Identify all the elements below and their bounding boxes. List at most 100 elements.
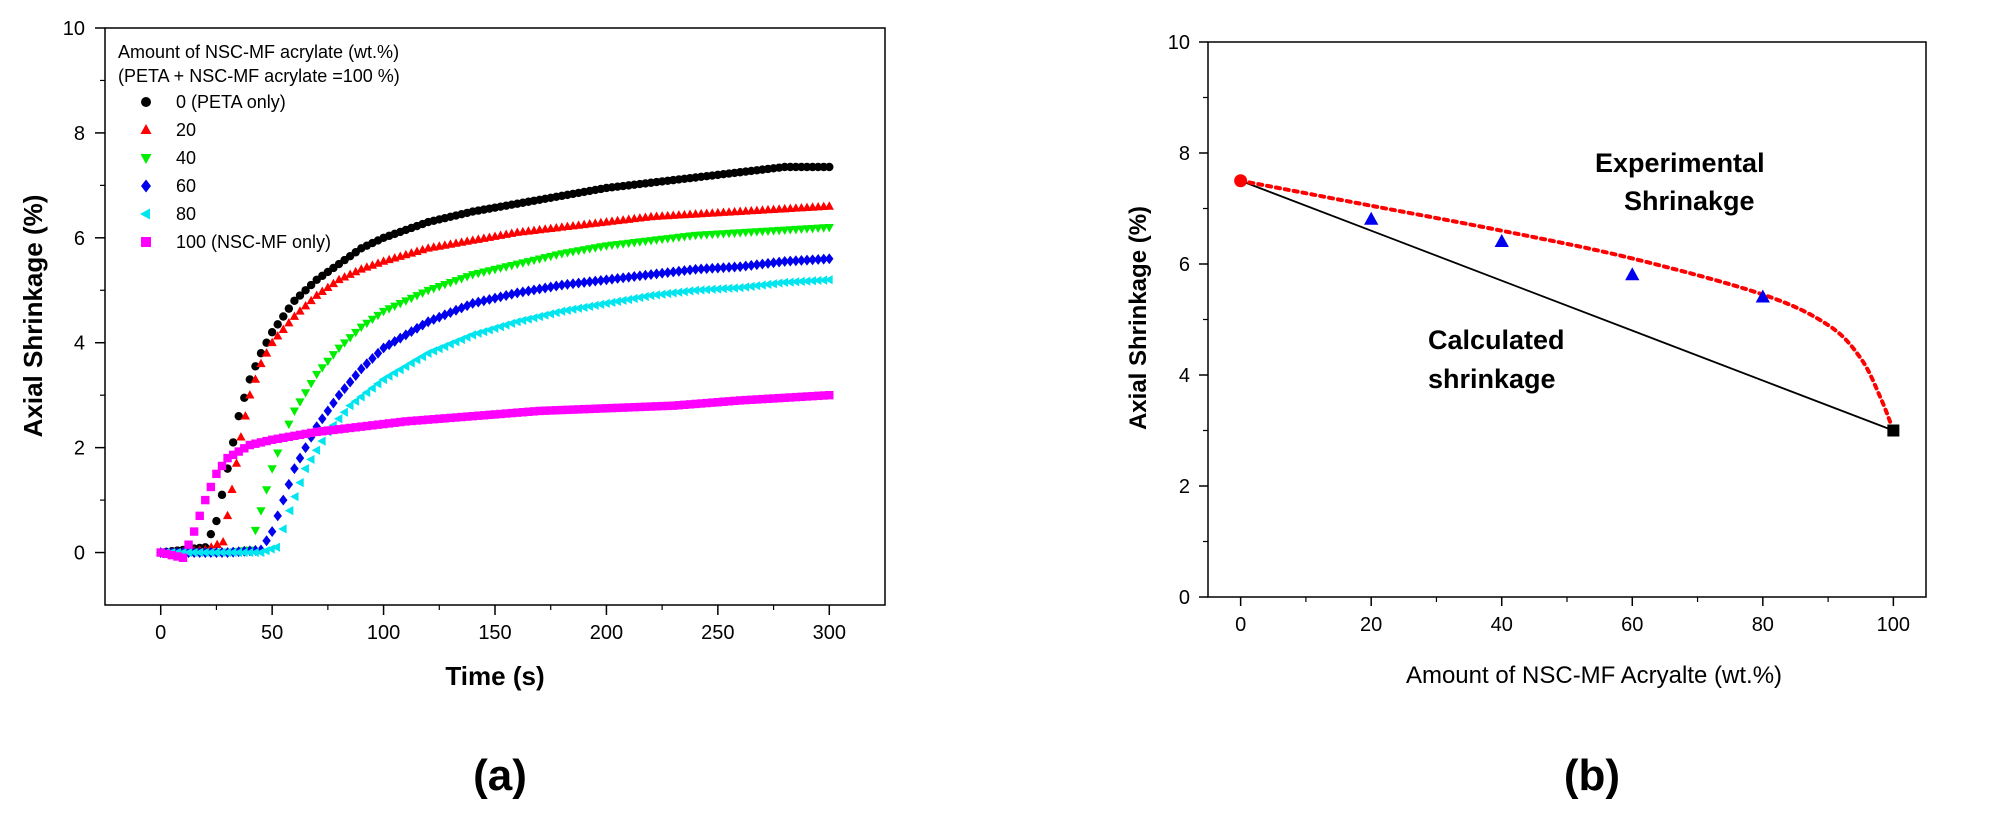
data-point bbox=[825, 162, 834, 172]
data-point bbox=[236, 432, 246, 441]
data-point bbox=[646, 402, 656, 411]
data-point bbox=[278, 324, 288, 333]
data-point bbox=[696, 399, 706, 408]
data-point bbox=[290, 463, 299, 475]
data-point bbox=[579, 302, 588, 312]
data-point bbox=[568, 405, 578, 414]
data-point bbox=[222, 510, 233, 520]
data-point bbox=[478, 326, 488, 337]
data-point bbox=[523, 314, 532, 324]
data-point bbox=[752, 259, 762, 271]
data-point bbox=[367, 315, 378, 325]
data-point bbox=[702, 398, 711, 408]
data-point bbox=[496, 409, 505, 419]
data-point bbox=[406, 294, 417, 304]
data-point bbox=[551, 251, 561, 260]
data-point bbox=[323, 357, 333, 367]
data-point bbox=[222, 547, 231, 558]
data-point bbox=[384, 419, 394, 428]
data-point bbox=[411, 355, 421, 365]
data-point bbox=[601, 298, 610, 309]
experimental-point bbox=[1364, 211, 1379, 225]
data-point bbox=[556, 306, 566, 316]
data-point bbox=[685, 232, 695, 241]
data-point bbox=[629, 293, 638, 304]
y-tick-label: 4 bbox=[74, 333, 85, 355]
x-tick-label: 40 bbox=[1491, 614, 1513, 636]
data-point bbox=[528, 313, 538, 323]
data-point bbox=[400, 361, 410, 371]
data-point bbox=[774, 393, 784, 403]
data-point bbox=[484, 325, 493, 335]
chart-b-svg: 0 20 40 60 80 100 0 2 4 6 8 10 Experimental Shrinak… bbox=[1125, 32, 1927, 800]
data-point bbox=[167, 550, 177, 560]
data-point bbox=[351, 266, 361, 276]
y-tick-label: 4 bbox=[1179, 365, 1190, 387]
data-point bbox=[735, 396, 745, 405]
data-point bbox=[518, 259, 528, 268]
legend-marker bbox=[141, 97, 151, 107]
data-point bbox=[440, 414, 450, 423]
y-tick-label: 6 bbox=[74, 228, 85, 250]
experimental-point bbox=[1494, 234, 1509, 247]
annotation-experimental-line2: Shrinakge bbox=[1624, 186, 1755, 216]
data-point bbox=[512, 260, 522, 270]
legend-entry-label: 80 bbox=[176, 204, 196, 224]
data-point bbox=[774, 256, 784, 268]
data-point bbox=[824, 223, 834, 233]
data-point bbox=[306, 295, 316, 305]
data-point bbox=[301, 286, 310, 295]
data-point bbox=[779, 277, 789, 288]
data-point bbox=[501, 263, 511, 272]
data-point bbox=[345, 269, 355, 278]
data-point bbox=[395, 300, 405, 309]
data-point bbox=[244, 547, 254, 558]
data-point bbox=[691, 399, 700, 409]
data-point bbox=[591, 404, 600, 413]
data-point bbox=[389, 368, 399, 378]
data-point bbox=[691, 263, 700, 275]
data-point bbox=[763, 257, 773, 269]
data-point bbox=[306, 380, 316, 389]
data-point bbox=[751, 281, 761, 291]
data-point bbox=[618, 272, 628, 284]
data-point bbox=[663, 267, 672, 279]
data-point bbox=[273, 331, 283, 340]
panel-a: 0 50 100 150 200 250 300 0 2 4 6 8 10 Amount of NSC-… bbox=[18, 18, 886, 800]
data-point bbox=[279, 312, 288, 321]
data-point bbox=[791, 255, 801, 267]
data-point bbox=[546, 281, 555, 293]
data-point bbox=[462, 300, 472, 312]
data-point bbox=[634, 292, 644, 303]
data-point bbox=[445, 279, 456, 288]
data-point bbox=[579, 246, 589, 255]
data-point bbox=[479, 295, 489, 307]
data-point bbox=[423, 316, 433, 328]
data-point bbox=[312, 290, 322, 299]
data-point bbox=[273, 449, 283, 458]
data-point bbox=[523, 258, 534, 267]
data-point bbox=[679, 286, 688, 297]
y-tick-label: 0 bbox=[1179, 587, 1190, 609]
data-point bbox=[635, 270, 645, 282]
data-point bbox=[390, 418, 399, 427]
data-point bbox=[746, 281, 755, 291]
data-point bbox=[205, 547, 215, 558]
y-tick-label: 0 bbox=[74, 543, 85, 565]
data-point bbox=[663, 401, 672, 411]
data-point bbox=[406, 358, 415, 368]
data-point bbox=[679, 233, 690, 242]
data-point bbox=[211, 547, 220, 558]
legend-title-line1: Amount of NSC-MF acrylate (wt.%) bbox=[118, 42, 399, 62]
data-point bbox=[574, 277, 583, 289]
data-point bbox=[684, 286, 694, 296]
data-point bbox=[524, 407, 533, 416]
x-tick-label: 250 bbox=[701, 622, 734, 644]
data-point bbox=[607, 403, 617, 413]
data-point bbox=[373, 311, 383, 321]
data-point bbox=[423, 415, 433, 424]
data-point bbox=[567, 304, 577, 314]
x-axis-label: Amount of NSC-MF Acryalte (wt.%) bbox=[1406, 662, 1782, 689]
data-point bbox=[786, 255, 795, 267]
data-point bbox=[573, 303, 582, 313]
